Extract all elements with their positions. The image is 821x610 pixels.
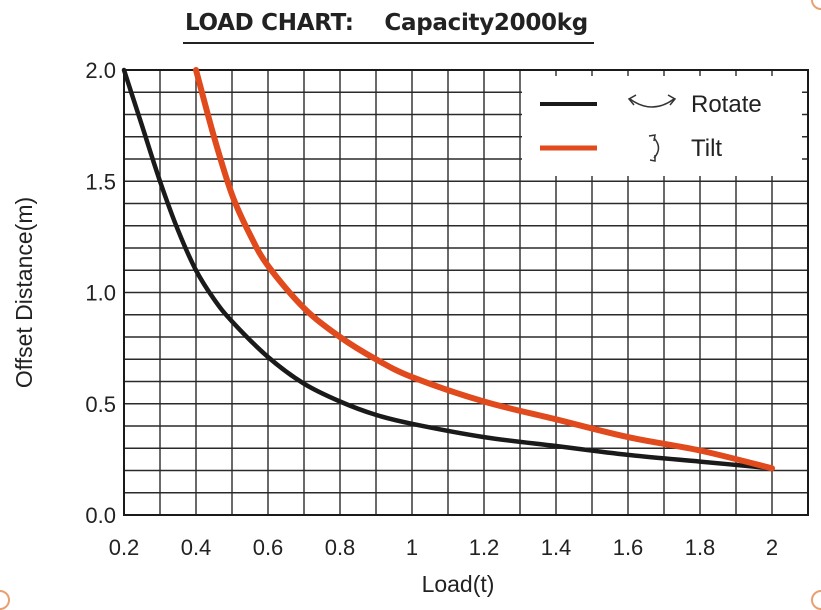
legend-label-tilt: Tilt [691, 135, 722, 162]
x-tick-label: 0.2 [109, 535, 140, 560]
plot-frame [123, 69, 809, 516]
x-tick-label: 0.8 [325, 535, 356, 560]
rotate-arrows-icon [627, 94, 677, 108]
chart-title: LOAD CHART: Capacity2000kg [183, 10, 594, 44]
series-line-rotate [121, 67, 775, 471]
x-tick-label: 1.2 [469, 535, 500, 560]
y-tick-label: 0.0 [85, 503, 116, 528]
x-tick-label: 0.6 [253, 535, 284, 560]
x-tick-label: 0.4 [181, 535, 212, 560]
x-tick-label: 1.8 [685, 535, 716, 560]
series-line-tilt [193, 67, 775, 472]
x-tick-label: 2 [766, 535, 778, 560]
x-tick-label: 1.6 [613, 535, 644, 560]
x-tick-label: 1 [406, 535, 418, 560]
y-tick-label: 1.0 [85, 281, 116, 306]
legend-box [522, 76, 802, 176]
corner-mark-bottom-right [811, 590, 821, 610]
y-tick-label: 0.5 [85, 392, 116, 417]
corner-mark-top-right [811, 0, 821, 10]
y-tick-label: 1.5 [85, 169, 116, 194]
x-axis-label: Load(t) [422, 571, 495, 597]
y-axis-label: Offset Distance(m) [11, 197, 37, 388]
legend-label-rotate: Rotate [691, 91, 762, 118]
x-tick-label: 1.4 [541, 535, 572, 560]
tilt-arrows-icon [648, 134, 660, 162]
y-tick-label: 2.0 [85, 58, 116, 83]
